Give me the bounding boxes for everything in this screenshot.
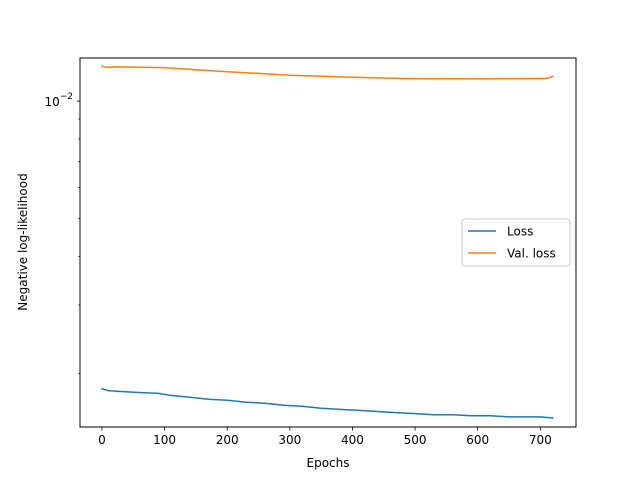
x-tick-label: 0 xyxy=(98,433,106,447)
legend: Loss Val. loss xyxy=(461,218,571,267)
x-tick-label: 500 xyxy=(404,433,427,447)
x-tick-label: 600 xyxy=(466,433,489,447)
x-axis-label: Epochs xyxy=(307,456,350,470)
series-line-loss xyxy=(100,387,554,419)
series-line-val-loss xyxy=(100,65,554,80)
x-tick-label: 400 xyxy=(341,433,364,447)
x-tick-label: 300 xyxy=(278,433,301,447)
y-axis-label: Negative log-likelihood xyxy=(16,173,30,310)
y-tick-exponent: −2 xyxy=(60,92,73,102)
plot-area xyxy=(100,65,554,419)
x-axis-ticks: 0 100 200 300 400 500 600 700 xyxy=(98,427,552,447)
legend-label: Loss xyxy=(507,225,533,239)
x-tick-label: 700 xyxy=(529,433,552,447)
x-tick-label: 100 xyxy=(153,433,176,447)
legend-label: Val. loss xyxy=(507,247,556,261)
x-tick-label: 200 xyxy=(216,433,239,447)
axes-frame xyxy=(79,57,577,428)
